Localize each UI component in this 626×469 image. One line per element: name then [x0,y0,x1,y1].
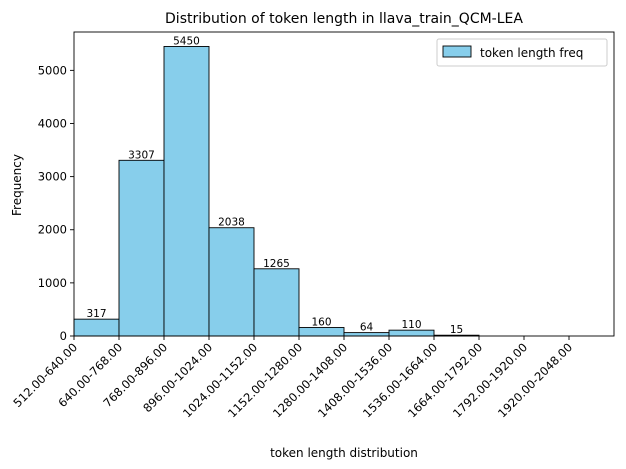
bar [163,46,210,337]
bar-value-label: 5450 [173,35,200,47]
bar [73,318,120,337]
bar-value-label: 3307 [128,149,155,161]
bar-value-label: 1265 [263,258,290,270]
x-axis-label: token length distribution [270,446,418,460]
y-tick-label: 0 [60,329,67,343]
bar [298,327,345,337]
legend-label: token length freq [480,46,583,60]
y-tick-label: 3000 [38,170,67,184]
y-tick-label: 2000 [38,223,67,237]
bars-group [73,46,480,337]
legend-swatch [442,45,472,58]
y-tick-label: 5000 [38,63,67,77]
bar [253,268,300,337]
bar-value-label: 110 [401,319,421,331]
bar [118,159,165,337]
data-labels-group: 317 3307 5450 2038 1265 160 64 110 15 [86,35,463,336]
bar-value-label: 2038 [218,217,245,229]
bar-value-label: 64 [360,322,374,334]
bar-value-label: 317 [86,308,106,320]
x-axis-ticks: 512.00-640.00640.00-768.00768.00-896.008… [10,336,575,420]
legend: token length freq [436,38,608,67]
plot-frame [73,31,615,337]
y-tick-label: 1000 [38,276,67,290]
y-tick-label: 4000 [38,116,67,130]
legend-box [436,38,608,67]
chart-title: Distribution of token length in llava_tr… [165,11,523,27]
y-axis-ticks: 0 1000 2000 3000 4000 5000 [38,63,74,343]
bar-value-label: 160 [311,316,331,328]
y-axis-label: Frequency [10,154,24,216]
bar-value-label: 15 [450,324,463,336]
bar [208,227,255,337]
